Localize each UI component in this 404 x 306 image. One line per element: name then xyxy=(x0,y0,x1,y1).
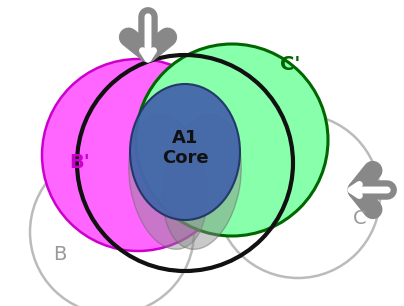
Circle shape xyxy=(42,59,234,251)
Text: C: C xyxy=(353,208,367,227)
Ellipse shape xyxy=(130,84,240,220)
Ellipse shape xyxy=(163,115,241,249)
Text: B': B' xyxy=(69,152,90,171)
Circle shape xyxy=(136,44,328,236)
Text: B: B xyxy=(53,245,67,264)
Text: A1
Core: A1 Core xyxy=(162,129,208,167)
Ellipse shape xyxy=(129,115,207,249)
Text: C': C' xyxy=(280,55,300,74)
